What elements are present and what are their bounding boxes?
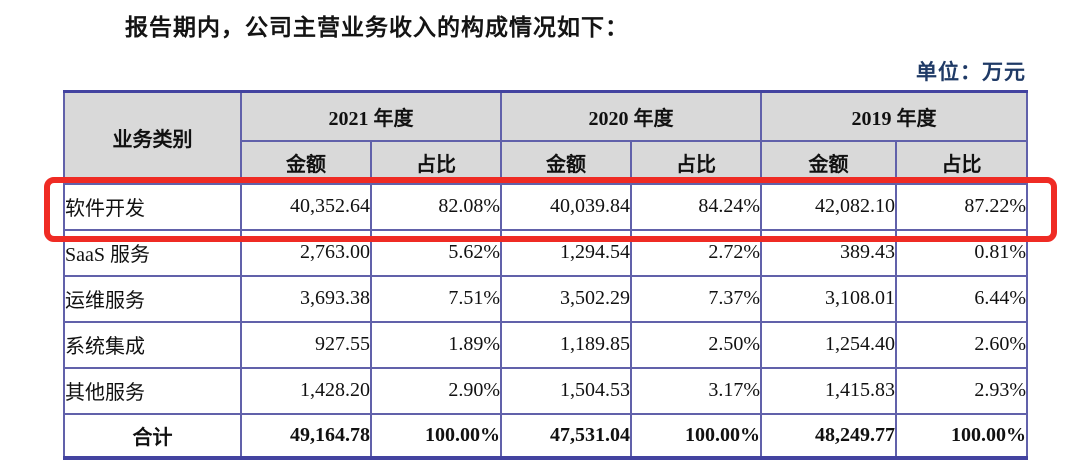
table-cell: 3.17% [630, 366, 762, 415]
table-cell: 2.93% [895, 366, 1028, 415]
amount-header-2019: 金额 [760, 139, 897, 185]
table-cell: 2.50% [630, 320, 762, 369]
amount-header-2021: 金额 [240, 139, 372, 185]
table-cell: 49,164.78 [240, 412, 372, 459]
table-cell: 2.60% [895, 320, 1028, 369]
total-row: 合计 49,164.78 100.00% 47,531.04 100.00% 4… [63, 412, 1028, 459]
table-cell: 2,763.00 [240, 228, 372, 277]
category-header-cell: 业务类别 [63, 90, 242, 185]
table-cell: 3,502.29 [500, 274, 632, 323]
ratio-header-2021: 占比 [370, 139, 502, 185]
table-cell: 100.00% [895, 412, 1028, 459]
table-cell: 0.81% [895, 228, 1028, 277]
table-cell: 3,108.01 [760, 274, 897, 323]
row-label: 运维服务 [63, 274, 242, 323]
table-cell: 82.08% [370, 182, 502, 231]
table-row-operations-services: 运维服务 3,693.38 7.51% 3,502.29 7.37% 3,108… [63, 274, 1028, 323]
table-cell: 7.51% [370, 274, 502, 323]
table-cell: 100.00% [630, 412, 762, 459]
table-cell: 100.00% [370, 412, 502, 459]
row-label: 系统集成 [63, 320, 242, 369]
table-cell: 927.55 [240, 320, 372, 369]
table-cell: 1,254.40 [760, 320, 897, 369]
table-cell: 1,428.20 [240, 366, 372, 415]
table-cell: 40,039.84 [500, 182, 632, 231]
table-cell: 1,415.83 [760, 366, 897, 415]
row-label: 软件开发 [63, 182, 242, 231]
table-cell: 47,531.04 [500, 412, 632, 459]
page-title: 报告期内，公司主营业务收入的构成情况如下： [125, 15, 629, 40]
table-cell: 7.37% [630, 274, 762, 323]
table-cell: 48,249.77 [760, 412, 897, 459]
year-header-2019: 2019 年度 [760, 90, 1028, 142]
table-cell: 2.90% [370, 366, 502, 415]
row-label: SaaS 服务 [63, 228, 242, 277]
ratio-header-2019: 占比 [895, 139, 1028, 185]
table-cell: 42,082.10 [760, 182, 897, 231]
table-cell: 1,294.54 [500, 228, 632, 277]
total-row-label: 合计 [63, 412, 242, 459]
table-cell: 87.22% [895, 182, 1028, 231]
table-cell: 1,189.85 [500, 320, 632, 369]
revenue-composition-table: 业务类别 2021 年度 2020 年度 2019 年度 金额 占比 金额 占比… [63, 90, 1028, 460]
table-cell: 40,352.64 [240, 182, 372, 231]
row-label: 其他服务 [63, 366, 242, 415]
year-header-2021: 2021 年度 [240, 90, 502, 142]
table-cell: 2.72% [630, 228, 762, 277]
table-cell: 5.62% [370, 228, 502, 277]
table-row-other-services: 其他服务 1,428.20 2.90% 1,504.53 3.17% 1,415… [63, 366, 1028, 415]
table-cell: 389.43 [760, 228, 897, 277]
unit-label: 单位：万元 [916, 60, 1026, 84]
table-cell: 84.24% [630, 182, 762, 231]
table-cell: 3,693.38 [240, 274, 372, 323]
amount-header-2020: 金额 [500, 139, 632, 185]
table-cell: 1.89% [370, 320, 502, 369]
year-header-2020: 2020 年度 [500, 90, 762, 142]
table-cell: 1,504.53 [500, 366, 632, 415]
table-row-saas-services: SaaS 服务 2,763.00 5.62% 1,294.54 2.72% 38… [63, 228, 1028, 277]
table-row-system-integration: 系统集成 927.55 1.89% 1,189.85 2.50% 1,254.4… [63, 320, 1028, 369]
ratio-header-2020: 占比 [630, 139, 762, 185]
table-row-software-development: 软件开发 40,352.64 82.08% 40,039.84 84.24% 4… [63, 182, 1028, 231]
table-cell: 6.44% [895, 274, 1028, 323]
header-row-years: 业务类别 2021 年度 2020 年度 2019 年度 [63, 90, 1028, 185]
